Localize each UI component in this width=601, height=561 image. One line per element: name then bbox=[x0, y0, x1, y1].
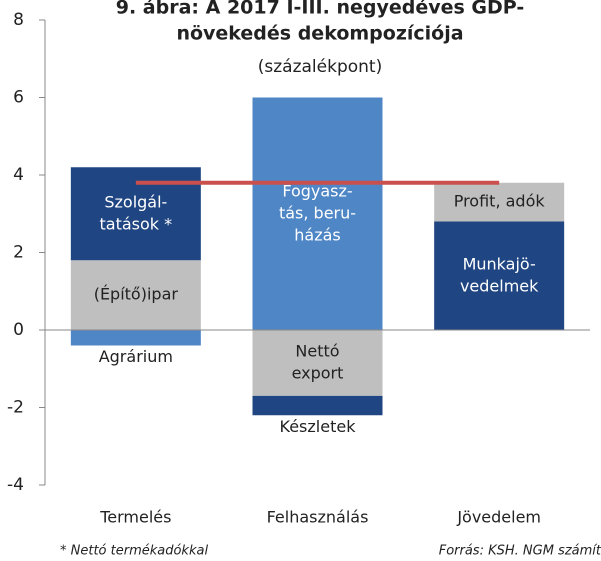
source: Forrás: KSH. NGM számít bbox=[439, 544, 601, 559]
segment-label: Munkajö- bbox=[463, 254, 536, 273]
bar-segment bbox=[252, 395, 383, 416]
segment-label: Fogyasz- bbox=[282, 181, 352, 200]
segment-label: Profit, adók bbox=[454, 192, 546, 211]
segment-label: Agrárium bbox=[99, 347, 173, 366]
bar-segment bbox=[434, 221, 565, 330]
segment-label: tatások * bbox=[100, 214, 173, 233]
segment-label: export bbox=[292, 363, 344, 382]
chart-title: 9. ábra: A 2017 I-III. negyedéves GDP- bbox=[116, 0, 525, 19]
bar-segment bbox=[434, 182, 565, 222]
y-tick-label: 2 bbox=[13, 243, 24, 263]
x-tick-label: Felhasználás bbox=[267, 508, 369, 527]
x-tick-label: Jövedelem bbox=[456, 508, 541, 527]
y-tick-label: 6 bbox=[13, 88, 24, 108]
bar-segment bbox=[70, 260, 201, 330]
footnote: * Nettó termékadókkal bbox=[60, 544, 208, 559]
y-tick-label: 4 bbox=[13, 165, 24, 185]
bar-segment bbox=[252, 97, 383, 330]
segment-label: Készletek bbox=[280, 417, 357, 436]
chart-subtitle: (százalékpont) bbox=[258, 57, 382, 77]
segment-label: Szolgál- bbox=[104, 192, 167, 211]
bar-segment bbox=[70, 330, 201, 346]
chart-title: növekedés dekompozíciója bbox=[176, 23, 463, 45]
x-tick-label: Termelés bbox=[99, 508, 171, 527]
segment-label: vedelmek bbox=[460, 276, 539, 295]
segment-label: Nettó bbox=[295, 341, 339, 360]
y-tick-label: 8 bbox=[13, 10, 24, 30]
segment-label: tás, beru- bbox=[279, 203, 356, 222]
segment-label: házás bbox=[294, 225, 340, 244]
y-tick-label: 0 bbox=[13, 320, 24, 340]
y-tick-label: -2 bbox=[7, 398, 24, 418]
segment-label: (Építő)ipar bbox=[94, 285, 179, 304]
y-tick-label: -4 bbox=[7, 475, 24, 495]
bar-segment bbox=[252, 330, 383, 396]
